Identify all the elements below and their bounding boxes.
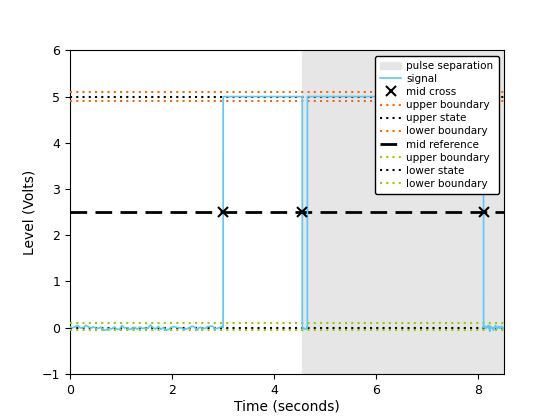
mid cross [299, 210, 306, 215]
Line: mid cross: mid cross [218, 207, 488, 217]
signal [220, 94, 227, 99]
signal [497, 324, 504, 329]
Legend: pulse separation, signal, mid cross, upper boundary, upper state, lower boundary: pulse separation, signal, mid cross, upp… [375, 55, 499, 194]
signal [501, 326, 507, 331]
signal [67, 324, 73, 329]
signal [480, 325, 487, 330]
Y-axis label: Level (Volts): Level (Volts) [22, 170, 36, 255]
Line: signal: signal [70, 97, 504, 331]
signal [150, 325, 156, 330]
signal [483, 326, 490, 331]
mid cross [480, 210, 487, 215]
signal [487, 329, 493, 334]
signal [493, 326, 500, 331]
mid cross [220, 210, 227, 215]
X-axis label: Time (seconds): Time (seconds) [234, 399, 340, 413]
signal [487, 324, 494, 329]
